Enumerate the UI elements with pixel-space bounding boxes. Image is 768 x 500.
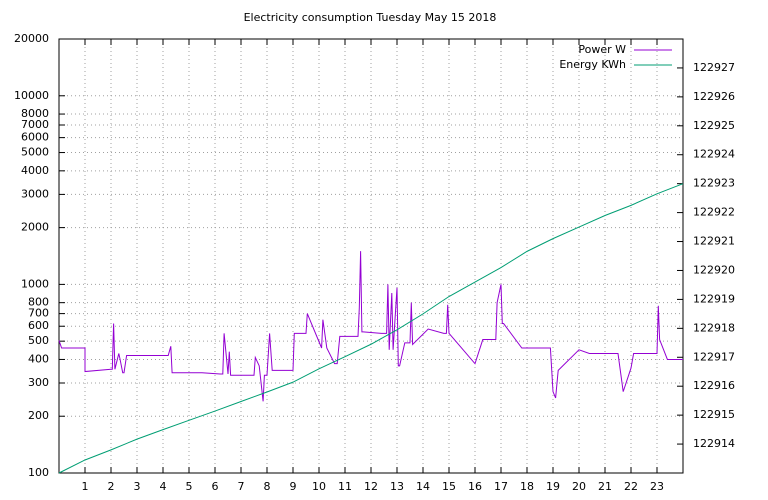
y-tick-label: 10000: [14, 89, 49, 102]
x-tick-label: 14: [416, 480, 430, 493]
y-tick-label: 7000: [21, 118, 49, 131]
y2-tick-label: 122925: [693, 119, 735, 132]
y-tick-label: 6000: [21, 131, 49, 144]
y2-tick-label: 122927: [693, 61, 735, 74]
y-tick-label: 200: [28, 409, 49, 422]
y-tick-label: 700: [28, 307, 49, 320]
y-tick-label: 300: [28, 376, 49, 389]
y-tick-label: 20000: [14, 32, 49, 45]
y-tick-label: 1000: [21, 277, 49, 290]
x-tick-label: 9: [290, 480, 297, 493]
x-tick-label: 20: [572, 480, 586, 493]
y-tick-label: 500: [28, 334, 49, 347]
plot-frame: [58, 38, 684, 474]
x-tick-label: 7: [238, 480, 245, 493]
x-tick-label: 11: [338, 480, 352, 493]
y-tick-label: 2000: [21, 221, 49, 234]
x-tick-label: 2: [108, 480, 115, 493]
y2-tick-label: 122920: [693, 263, 735, 276]
y-tick-label: 5000: [21, 146, 49, 159]
y-tick-label: 400: [28, 352, 49, 365]
y2-tick-label: 122924: [693, 148, 735, 161]
y2-tick-label: 122926: [693, 90, 735, 103]
legend-label: Power W: [578, 43, 626, 56]
series-line: [58, 251, 683, 402]
series-line: [58, 183, 684, 474]
x-tick-label: 6: [212, 480, 219, 493]
chart-title: Electricity consumption Tuesday May 15 2…: [244, 11, 497, 24]
y2-tick-label: 122921: [693, 235, 735, 248]
x-tick-label: 10: [312, 480, 326, 493]
x-tick-label: 17: [494, 480, 508, 493]
y2-tick-label: 122923: [693, 177, 735, 190]
y-tick-label: 600: [28, 319, 49, 332]
y2-tick-label: 122915: [693, 408, 735, 421]
y2-tick-label: 122919: [693, 292, 735, 305]
x-tick-label: 18: [520, 480, 534, 493]
y-tick-label: 8000: [21, 107, 49, 120]
y-tick-label: 100: [28, 466, 49, 479]
x-tick-label: 8: [264, 480, 271, 493]
x-tick-label: 15: [442, 480, 456, 493]
y2-tick-label: 122917: [693, 350, 735, 363]
x-tick-label: 16: [468, 480, 482, 493]
x-tick-label: 12: [364, 480, 378, 493]
x-tick-label: 19: [546, 480, 560, 493]
x-tick-label: 3: [134, 480, 141, 493]
y2-tick-label: 122918: [693, 321, 735, 334]
y2-tick-label: 122916: [693, 379, 735, 392]
x-tick-label: 22: [624, 480, 638, 493]
x-tick-label: 1: [82, 480, 89, 493]
x-tick-label: 4: [160, 480, 167, 493]
y2-tick-label: 122922: [693, 206, 735, 219]
y2-tick-label: 122914: [693, 437, 735, 450]
legend-label: Energy KWh: [559, 58, 626, 71]
x-tick-label: 5: [186, 480, 193, 493]
x-tick-label: 23: [650, 480, 664, 493]
y-tick-label: 800: [28, 296, 49, 309]
y-tick-label: 3000: [21, 187, 49, 200]
x-tick-label: 13: [390, 480, 404, 493]
y-tick-label: 4000: [21, 164, 49, 177]
x-tick-label: 21: [598, 480, 612, 493]
